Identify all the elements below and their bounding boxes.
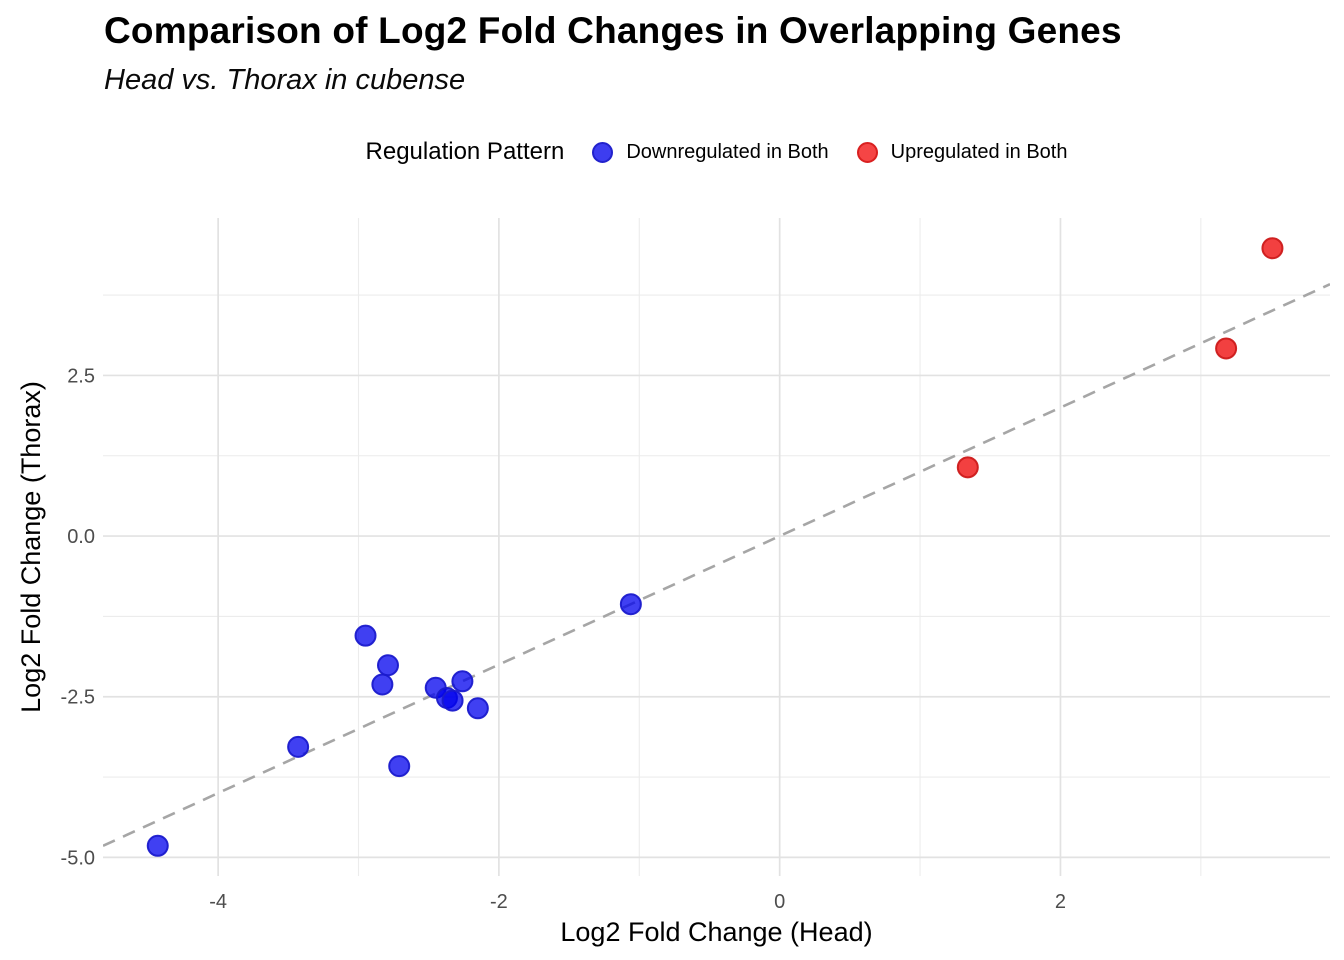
data-point-downregulated	[388, 755, 411, 778]
legend-label-downregulated: Downregulated in Both	[626, 140, 829, 163]
data-point-downregulated	[371, 673, 394, 696]
legend-title: Regulation Pattern	[365, 138, 565, 165]
data-point-downregulated	[354, 624, 377, 647]
x-tick-label: 2	[1055, 891, 1066, 913]
x-axis-title: Log2 Fold Change (Head)	[560, 917, 872, 947]
x-tick-label: -2	[490, 891, 508, 913]
chart-subtitle: Head vs. Thorax in cubense	[104, 64, 466, 96]
legend-item-upregulated: Upregulated in Both	[856, 140, 1068, 164]
legend: Regulation Pattern Downregulated in Both…	[103, 133, 1330, 171]
data-point-downregulated	[287, 735, 310, 758]
y-tick-label: 0.0	[67, 526, 95, 548]
data-point-downregulated	[146, 834, 169, 857]
y-tick-label: 2.5	[67, 365, 95, 387]
chart-title: Comparison of Log2 Fold Changes in Overl…	[104, 10, 1122, 51]
data-point-downregulated	[376, 654, 399, 677]
data-point-downregulated	[619, 593, 642, 616]
y-axis-title: Log2 Fold Change (Thorax)	[16, 381, 46, 713]
data-point-upregulated	[1261, 237, 1284, 260]
legend-item-downregulated: Downregulated in Both	[592, 140, 829, 164]
legend-label-upregulated: Upregulated in Both	[890, 140, 1068, 163]
data-point-downregulated	[466, 697, 489, 720]
x-tick-label: 0	[774, 891, 785, 913]
data-point-downregulated	[441, 689, 464, 712]
x-tick-label: -4	[209, 891, 227, 913]
y-tick-label: -2.5	[61, 687, 95, 709]
identity-reference-line	[103, 283, 1330, 847]
data-point-downregulated	[451, 670, 474, 693]
legend-dot-blue-icon	[592, 141, 614, 163]
y-tick-label: -5.0	[61, 847, 95, 869]
legend-dot-red-icon	[856, 141, 878, 163]
data-point-upregulated	[956, 456, 979, 479]
data-point-upregulated	[1215, 337, 1238, 360]
